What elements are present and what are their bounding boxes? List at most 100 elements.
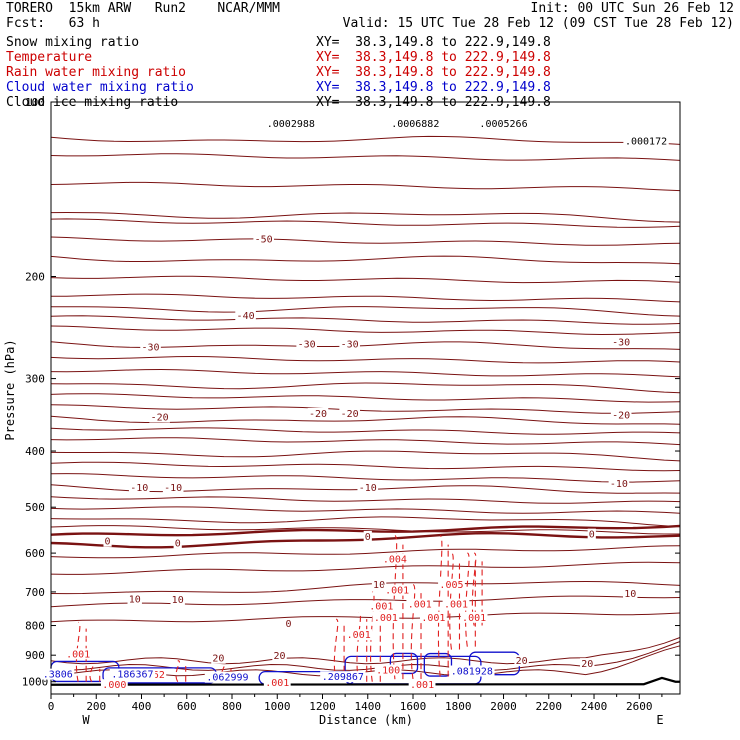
valid-time: Valid: 15 UTC Tue 28 Feb 12 (09 CST Tue …: [342, 16, 734, 31]
snow-label: .0005266: [479, 119, 527, 130]
x-axis-label: Distance (km): [319, 713, 413, 727]
temperature-label-bg: [608, 478, 630, 490]
rain-contour: [410, 584, 416, 680]
rain-label: .004: [383, 554, 407, 565]
temperature-label-bg: [235, 310, 256, 322]
y-tick-label: 600: [25, 547, 45, 560]
rain-contour: [465, 552, 470, 647]
temperature-label: 20: [516, 656, 528, 667]
rain-label: .100: [376, 665, 400, 676]
temperature-isotherm: [50, 516, 681, 528]
snow-label-bg: [477, 117, 530, 129]
temperature-label: 10: [129, 594, 141, 605]
temperature-isotherm: [50, 545, 681, 559]
x-tick-label: 2000: [490, 700, 517, 713]
temperature-label: -20: [612, 410, 630, 421]
temperature-label: 20: [273, 651, 285, 662]
temperature-label-bg: [128, 482, 150, 494]
x-tick-label: 1000: [264, 700, 291, 713]
rain-label: .001: [347, 630, 371, 641]
x-tick-label: 0: [48, 700, 55, 713]
rain-contour: [437, 535, 443, 677]
y-axis-label: Pressure (hPa): [3, 339, 17, 440]
rain-label-bg: [367, 600, 395, 612]
rain-label-bg: [381, 553, 409, 565]
temperature-contours: [50, 135, 681, 677]
rain-label-bg: [100, 679, 128, 691]
x-tick-label: 1200: [309, 700, 336, 713]
x-tick-label: 1800: [445, 700, 472, 713]
x-tick-label: 2600: [626, 700, 653, 713]
rain-label-bg: [345, 629, 373, 641]
rain-label: .001: [410, 680, 434, 691]
temperature-label-bg: [170, 593, 185, 605]
temperature-label: -30: [341, 339, 359, 350]
x-tick-label: 800: [222, 700, 242, 713]
rain-contour: [175, 660, 180, 682]
temperature-isotherm: [50, 561, 681, 575]
rain-label: .001: [66, 649, 90, 660]
legend-snow-name: Snow mixing ratio: [6, 35, 140, 50]
temperature-label-bg: [363, 530, 372, 542]
temperature-label: 20: [212, 654, 224, 665]
x-axis-west-label: W: [82, 713, 90, 727]
temperature-isotherm: [50, 580, 681, 595]
x-tick-label: 2200: [536, 700, 563, 713]
temperature-isotherm: [50, 641, 681, 671]
rain-label-bg: [64, 648, 92, 660]
temperature-label-bg: [173, 537, 182, 549]
temperature-label-bg: [127, 593, 142, 605]
contour-labels: -50 -40 -30 -30 -30 -30 -20 -20 -20 -20 -10 -10 -10 -…: [41, 117, 669, 691]
y-tick-label: 200: [25, 271, 45, 284]
x-tick-label: 2400: [581, 700, 608, 713]
temperature-label: -30: [142, 342, 160, 353]
temperature-label-bg: [296, 338, 317, 350]
y-tick-label: 500: [25, 501, 45, 514]
temperature-label: -30: [298, 339, 316, 350]
rain-label: .005: [439, 580, 463, 591]
snow-label: .0006882: [391, 119, 439, 130]
temperature-label: -20: [341, 409, 359, 420]
temperature-isotherm: [50, 637, 681, 665]
temperature-label: 0: [589, 530, 595, 541]
temperature-label-bg: [580, 658, 595, 670]
temperature-isotherm: [50, 427, 681, 435]
temperature-isotherm: [50, 382, 681, 394]
temperature-isotherm: [50, 368, 681, 378]
cloud-water-label: .081928: [451, 667, 493, 678]
temperature-label-bg: [514, 655, 529, 667]
y-tick-label: 400: [25, 445, 45, 458]
temperature-label-bg: [339, 338, 360, 350]
cloud-water-label: .3806: [43, 670, 73, 681]
legend-rain-name: Rain water mixing ratio: [6, 65, 187, 80]
temperature-isotherm: [50, 218, 681, 228]
y-tick-label: 100: [25, 96, 45, 109]
model-title: TORERO 15km ARW Run2 NCAR/MMM: [6, 1, 280, 16]
temperature-label: -20: [309, 409, 327, 420]
rain-label: .001: [374, 613, 398, 624]
cloud-water-label-bg: [449, 665, 495, 677]
legend-cloud-water-xy: XY= 38.3,149.8 to 222.9,149.8: [316, 80, 551, 95]
snow-label: .000172: [625, 137, 667, 148]
rain-contour: [471, 552, 477, 626]
temperature-isotherm: [50, 473, 681, 483]
snow-label-bg: [389, 117, 442, 129]
temperature-isotherm: [50, 236, 681, 246]
x-tick-label: 600: [177, 700, 197, 713]
cloud-water-label-bg: [204, 671, 251, 683]
temperature-label-bg: [610, 336, 632, 348]
legend-temperature-xy: XY= 38.3,149.8 to 222.9,149.8: [316, 50, 551, 65]
rain-label-bg: [406, 598, 434, 610]
temperature-isotherm: [50, 450, 681, 462]
temperature-label-bg: [610, 409, 632, 421]
plot-border: [50, 101, 681, 695]
temperature-label: -50: [255, 234, 273, 245]
temperature-label: -10: [130, 483, 148, 494]
temperature-isotherm: [50, 461, 681, 472]
temperature-isotherm: [50, 255, 681, 265]
rain-label: .000: [102, 680, 126, 691]
cloud-water-label-bg: [41, 668, 75, 680]
temperature-isotherm: [50, 506, 681, 514]
rain-contour: [75, 621, 81, 682]
